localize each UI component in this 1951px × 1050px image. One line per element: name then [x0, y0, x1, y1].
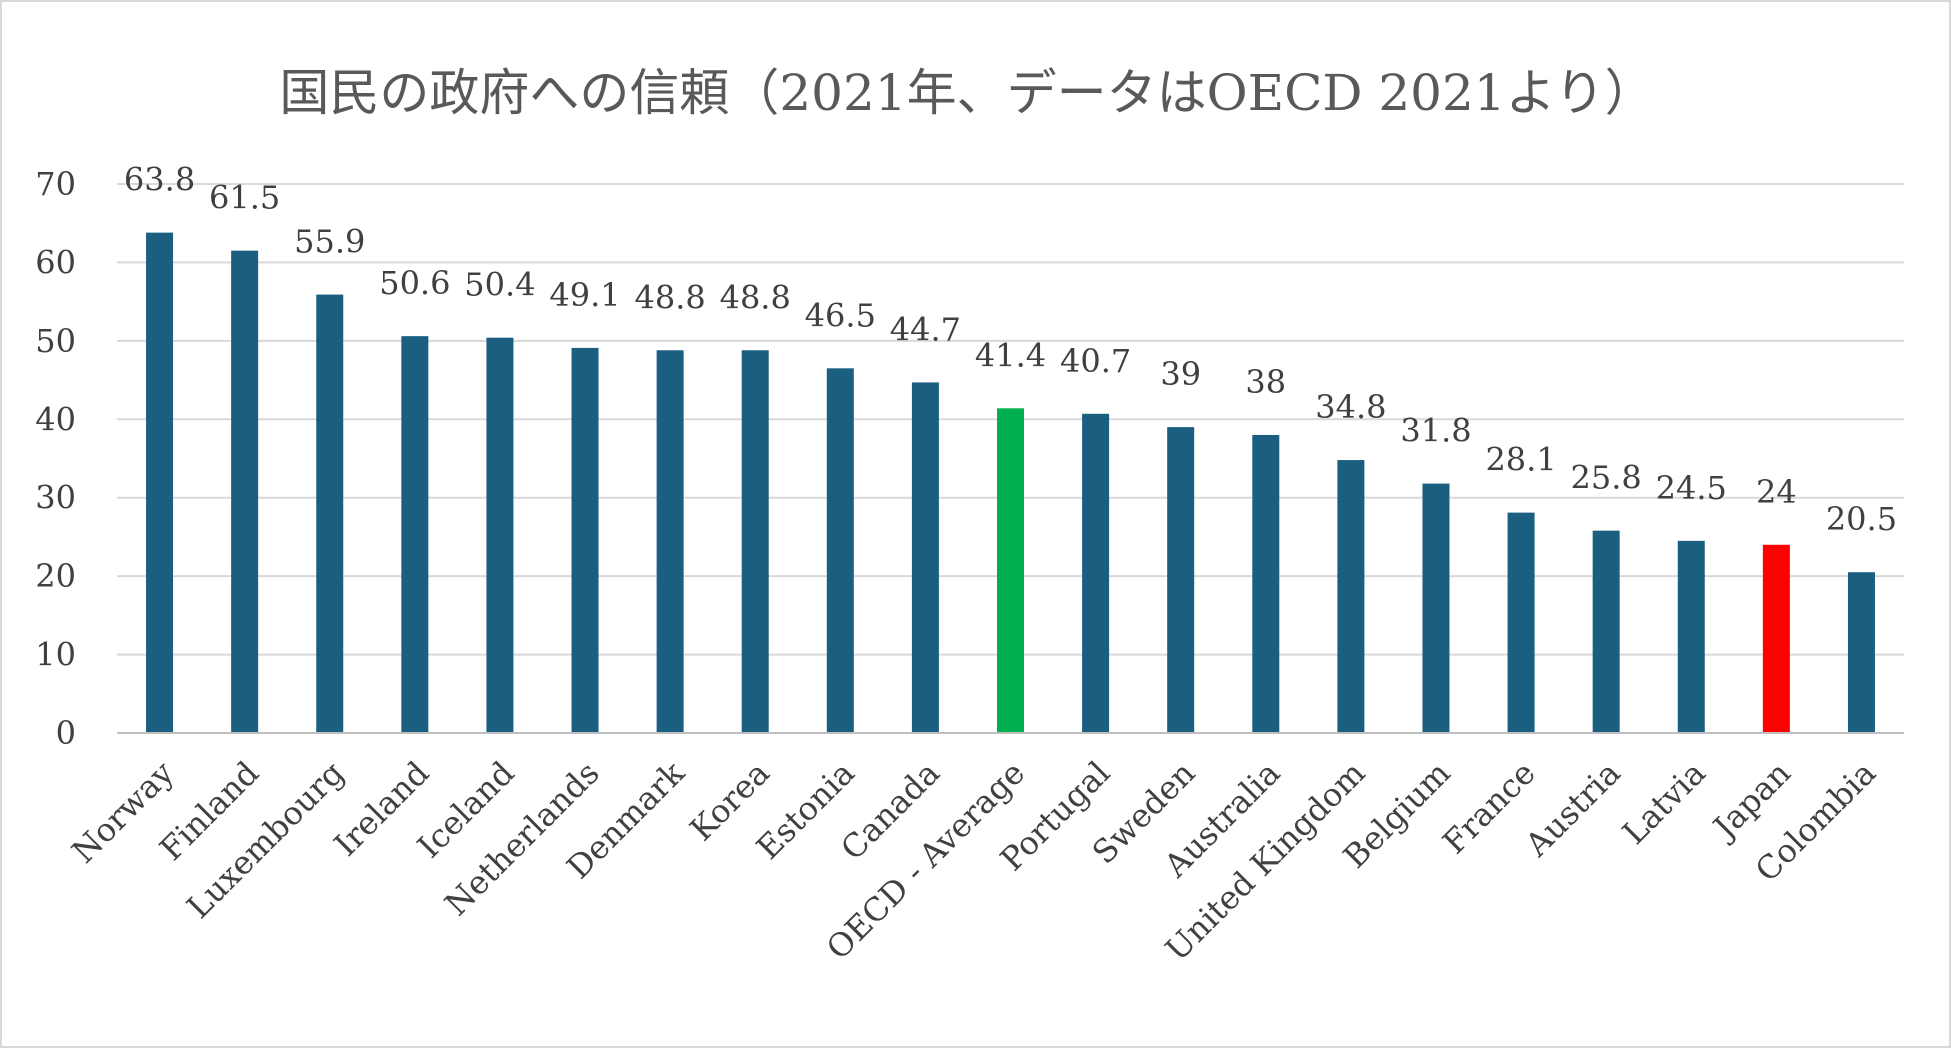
- data-label: 41.4: [975, 336, 1046, 374]
- bar-latvia: [1677, 540, 1705, 733]
- data-label: 25.8: [1571, 459, 1642, 497]
- y-tick-label: 0: [56, 714, 76, 752]
- bar-canada: [911, 382, 939, 733]
- y-tick-label: 70: [35, 165, 76, 203]
- bar-ireland: [401, 336, 429, 733]
- data-label: 24: [1756, 473, 1797, 511]
- category-labels: NorwayFinlandLuxembourgIrelandIcelandNet…: [64, 753, 1883, 968]
- bar-japan: [1762, 544, 1790, 733]
- data-label: 63.8: [124, 161, 195, 199]
- bar-luxembourg: [316, 294, 344, 733]
- data-label: 48.8: [720, 278, 791, 316]
- data-label: 44.7: [890, 310, 961, 348]
- y-tick-label: 10: [35, 636, 76, 674]
- data-label: 39: [1160, 355, 1201, 393]
- bars: [146, 232, 1875, 733]
- data-label: 20.5: [1826, 500, 1897, 538]
- data-label: 38: [1245, 363, 1286, 401]
- bar-australia: [1252, 434, 1280, 733]
- bar-france: [1507, 512, 1535, 733]
- data-label: 46.5: [805, 296, 876, 334]
- y-tick-label: 20: [35, 557, 76, 595]
- data-label: 34.8: [1315, 388, 1386, 426]
- bar-austria: [1592, 530, 1620, 733]
- bar-colombia: [1847, 572, 1875, 733]
- bar-norway: [146, 232, 174, 733]
- y-axis-ticks: 0 10 20 30 40 50 60 70: [35, 165, 76, 752]
- data-label: 48.8: [634, 278, 705, 316]
- category-label: Austria: [1517, 754, 1628, 865]
- bar-estonia: [826, 368, 854, 733]
- data-label: 49.1: [549, 276, 620, 314]
- bar-netherlands: [571, 347, 599, 733]
- data-label: 55.9: [294, 223, 365, 261]
- y-tick-label: 30: [35, 479, 76, 517]
- bar-finland: [231, 250, 259, 733]
- bar-belgium: [1422, 483, 1450, 733]
- data-label: 40.7: [1060, 342, 1131, 380]
- chart-title: 国民の政府への信頼（2021年、データはOECD 2021より）: [279, 64, 1654, 122]
- y-tick-label: 60: [35, 243, 76, 281]
- y-tick-label: 50: [35, 322, 76, 360]
- bar-denmark: [656, 350, 684, 733]
- bar-portugal: [1082, 413, 1110, 733]
- data-labels: 63.8 61.5 55.9 50.6 50.4 49.1 48.8 48.8 46.5 44.7…: [124, 161, 1897, 539]
- data-label: 61.5: [209, 179, 280, 217]
- data-label: 31.8: [1400, 412, 1471, 450]
- data-label: 50.4: [464, 266, 535, 304]
- data-label: 28.1: [1485, 441, 1556, 479]
- data-label: 24.5: [1656, 469, 1727, 507]
- bar-united-kingdom: [1337, 460, 1365, 733]
- category-label: Latvia: [1615, 754, 1713, 852]
- bar-korea: [741, 350, 769, 733]
- bar-sweden: [1167, 427, 1195, 733]
- bar-iceland: [486, 337, 514, 733]
- data-label: 50.6: [379, 264, 450, 302]
- bar-oecd-average: [997, 408, 1024, 733]
- y-tick-label: 40: [35, 400, 76, 438]
